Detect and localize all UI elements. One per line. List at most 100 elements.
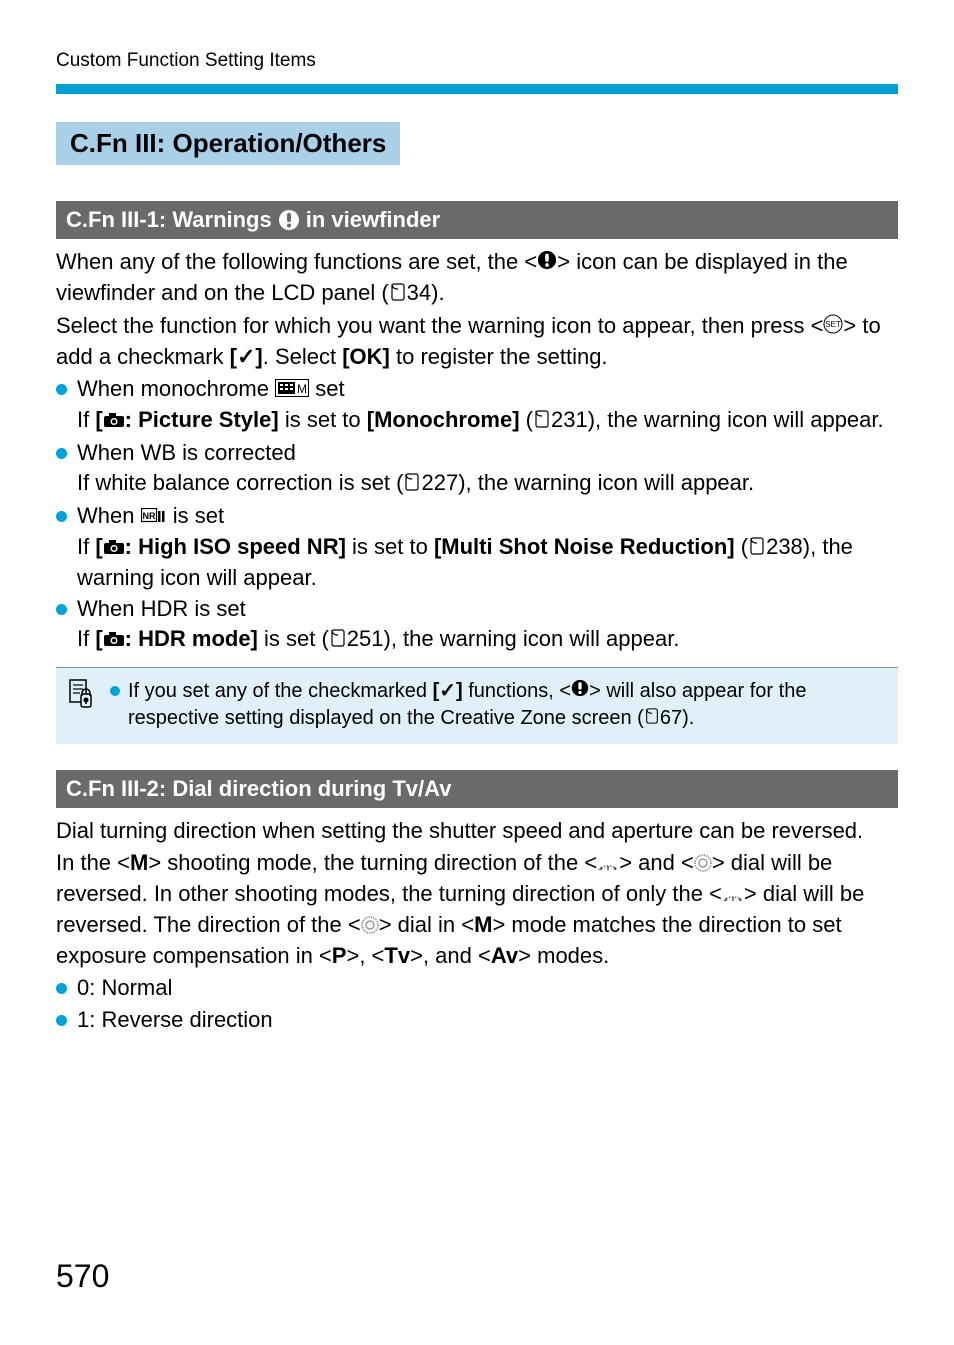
option-normal: 0: Normal [56, 973, 898, 1003]
note-box: If you set any of the checkmarked [✓] fu… [56, 667, 898, 744]
camera-icon [103, 533, 125, 563]
monochrome-style-icon: M [275, 375, 309, 405]
svg-text:NR: NR [142, 511, 155, 521]
bullet-wb-body: If white balance correction is set ( 227)… [77, 468, 898, 499]
sub2-p1: Dial turning direction when setting the … [56, 816, 898, 846]
page-ref-icon [329, 625, 347, 655]
b3-bold2: : High ISO speed NR] [125, 534, 346, 559]
b3-bold1: [ [95, 534, 102, 559]
bullet-icon [56, 604, 67, 615]
note-b: functions, < [463, 680, 571, 702]
intro1-a: When any of the following functions are … [56, 249, 537, 274]
b4-head: When HDR is set [77, 594, 898, 624]
option-reverse: 1: Reverse direction [56, 1005, 898, 1035]
svg-text:SET: SET [826, 320, 842, 329]
b2-head: When WB is corrected [77, 438, 898, 468]
p2-a: In the < [56, 850, 130, 875]
header-divider [56, 84, 898, 94]
bullet-content: When monochrome M set [77, 374, 898, 405]
b1-bold2: : Picture Style] [125, 407, 279, 432]
mode-av-icon: Av [491, 943, 518, 968]
page-ref-icon [533, 406, 551, 436]
intro2-a: Select the function for which you want t… [56, 313, 823, 338]
mode-m-icon: M [474, 912, 492, 937]
b1-page: 231), the warning icon will appear. [551, 407, 884, 432]
page-ref-icon [403, 469, 421, 499]
p2-b: > shooting mode, the turning direction o… [148, 850, 597, 875]
note-page: 67). [660, 707, 694, 729]
b1-bold1: [ [95, 407, 102, 432]
intro2-bold2: [OK] [342, 344, 390, 369]
b1-body-b: is set to [279, 407, 367, 432]
nr-multi-icon: NR [141, 502, 167, 532]
page-number: 570 [56, 1258, 109, 1295]
mode-tv-icon: Tv [384, 943, 410, 968]
note-bullet: If you set any of the checkmarked [✓] fu… [110, 678, 886, 732]
subsection-1-title-b: in viewfinder [306, 207, 440, 233]
bullet-icon [56, 511, 67, 522]
bullet-icon [56, 983, 67, 994]
b4-body-a: If [77, 626, 95, 651]
section-title: C.Fn III: Operation/Others [70, 128, 386, 158]
b1-bold3: [Monochrome] [367, 407, 520, 432]
intro2-bold1: [✓] [230, 344, 263, 369]
bullet-icon [56, 1015, 67, 1026]
b3-body-b: is set to [346, 534, 434, 559]
p2-i: >, and < [410, 943, 491, 968]
opt1-text: 1: Reverse direction [77, 1005, 898, 1035]
section-title-box: C.Fn III: Operation/Others [56, 122, 400, 165]
mode-m-icon: M [130, 850, 148, 875]
bullet-monochrome-body: If [ : Picture Style] is set to [Monochro… [77, 405, 898, 436]
b2-page: 227), the warning icon will appear. [421, 470, 754, 495]
bullet-monochrome: When monochrome M set [56, 374, 898, 405]
b3-body-c: ( [735, 534, 748, 559]
camera-icon [103, 625, 125, 655]
subsection-2-header: C.Fn III-2: Dial direction during Tv/Av [56, 770, 898, 808]
svg-text:M: M [297, 382, 307, 396]
main-dial-icon [722, 881, 744, 911]
b3-bold3: [Multi Shot Noise Reduction] [434, 534, 735, 559]
intro1-page: 34). [407, 280, 445, 305]
intro-paragraph-1: When any of the following functions are … [56, 247, 898, 309]
intro2-d: to register the setting. [390, 344, 608, 369]
main-dial-icon [597, 850, 619, 880]
b1-head-b: set [309, 376, 344, 401]
b1-body-c: ( [520, 407, 533, 432]
bullet-icon [110, 686, 120, 696]
bullet-wb: When WB is corrected [56, 438, 898, 468]
intro2-c: . Select [263, 344, 342, 369]
subsection-1-title-a: C.Fn III-1: Warnings [66, 207, 272, 233]
bullet-icon [56, 448, 67, 459]
b4-bold2: : HDR mode] [125, 626, 258, 651]
b1-body-a: If [77, 407, 95, 432]
note-text: If you set any of the checkmarked [✓] fu… [128, 678, 886, 732]
b2-body-a: If white balance correction is set ( [77, 470, 403, 495]
p2-j: > modes. [518, 943, 609, 968]
b1-head-a: When monochrome [77, 376, 275, 401]
subsection-2-title: C.Fn III-2: Dial direction during Tv/Av [66, 776, 451, 802]
page-ref-icon [748, 533, 766, 563]
set-icon: SET [823, 312, 843, 342]
warning-icon [278, 209, 300, 231]
quick-dial-icon [694, 850, 712, 880]
bullet-nr-body: If [: High ISO speed NR] is set to [Mult… [77, 532, 898, 593]
breadcrumb: Custom Function Setting Items [56, 50, 898, 72]
p2-f: > dial in < [379, 912, 474, 937]
note-bold1: [✓] [433, 680, 463, 702]
page-ref-icon [389, 279, 407, 309]
b3-head-a: When [77, 503, 141, 528]
note-icon [68, 678, 92, 708]
b3-head-b: is set [167, 503, 224, 528]
b4-page: 251), the warning icon will appear. [347, 626, 680, 651]
bullet-hdr-body: If [: HDR mode] is set (251), the warnin… [77, 624, 898, 655]
mode-p-icon: P [332, 943, 347, 968]
warning-icon [537, 248, 557, 278]
quick-dial-icon [361, 912, 379, 942]
bullet-hdr: When HDR is set [56, 594, 898, 624]
warning-icon [571, 678, 589, 705]
sub2-p2: In the <M> shooting mode, the turning di… [56, 848, 898, 971]
bullet-content: When NR is set [77, 501, 898, 532]
note-a: If you set any of the checkmarked [128, 680, 433, 702]
opt0-text: 0: Normal [77, 973, 898, 1003]
p2-c: > and < [619, 850, 694, 875]
